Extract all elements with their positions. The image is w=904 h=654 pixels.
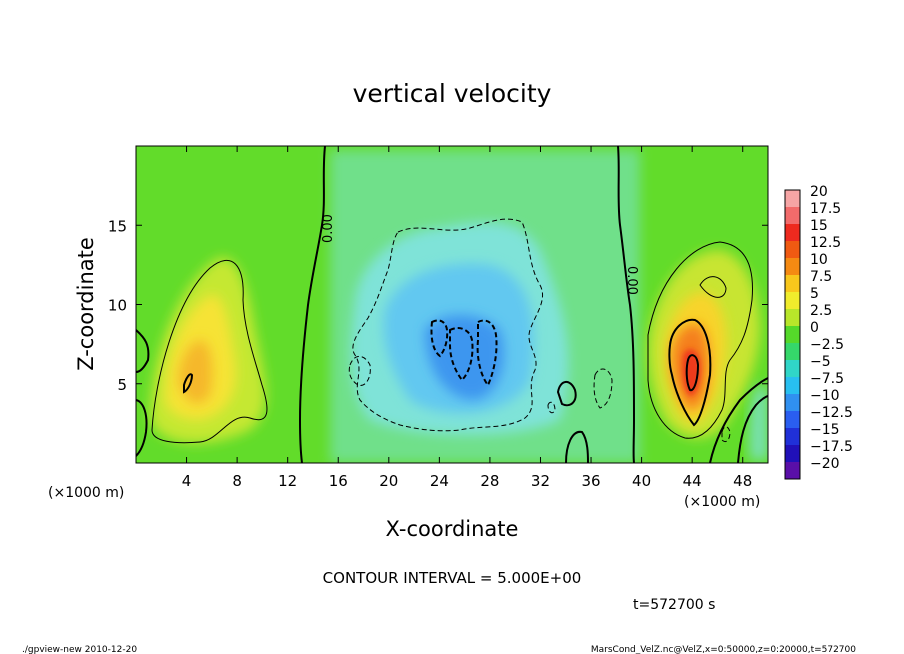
colorbar-label: 15 <box>810 218 828 234</box>
chart-title: vertical velocity <box>353 79 552 108</box>
x-tick-label: 8 <box>232 472 242 490</box>
colorbar-swatch <box>785 326 800 343</box>
x-tick-label: 4 <box>182 472 192 490</box>
contour-lines <box>136 146 768 463</box>
x-tick-label: 24 <box>430 472 449 490</box>
time-label: t=572700 s <box>633 597 715 613</box>
x-tick-label: 12 <box>278 472 297 490</box>
plot-area: 0.00 0.00 <box>136 146 768 463</box>
x-axis: 4 8 12 16 20 24 28 32 36 40 44 48 <box>182 146 752 490</box>
colorbar-label: 17.5 <box>810 201 841 217</box>
y-tick-label: 5 <box>117 376 127 394</box>
contour-interval: CONTOUR INTERVAL = 5.000E+00 <box>323 569 582 587</box>
colorbar-label: −12.5 <box>810 405 853 421</box>
contour-label-right: 0.00 <box>624 266 639 295</box>
colorbar-swatch <box>785 394 800 411</box>
colorbar-label: 20 <box>810 184 828 200</box>
colorbar-swatch <box>785 190 800 207</box>
colorbar: 2017.51512.5107.552.50−2.5−5−7.5−10−12.5… <box>784 184 853 480</box>
x-axis-title: X-coordinate <box>386 517 519 541</box>
colorbar-swatch <box>785 343 800 360</box>
y-axis-title: Z-coordinate <box>74 237 98 371</box>
colorbar-label: 2.5 <box>810 303 832 319</box>
downdraft-center <box>330 150 640 463</box>
colorbar-label: 12.5 <box>810 235 841 251</box>
x-unit-left: (×1000 m) <box>48 485 124 501</box>
y-tick-label: 10 <box>108 297 127 315</box>
x-unit-right: (×1000 m) <box>684 494 760 510</box>
footer-right: MarsCond_VelZ.nc@VelZ,x=0:50000,z=0:2000… <box>591 645 856 654</box>
colorbar-label: 7.5 <box>810 269 832 285</box>
colorbar-swatch <box>785 224 800 241</box>
colorbar-label: −2.5 <box>810 337 844 353</box>
colorbar-swatch <box>785 292 800 309</box>
footer-left: ./gpview-new 2010-12-20 <box>22 645 137 654</box>
contour-label-left: 0.00 <box>321 214 336 243</box>
colorbar-swatch <box>785 377 800 394</box>
x-tick-label: 28 <box>480 472 499 490</box>
x-tick-label: 48 <box>733 472 752 490</box>
x-tick-label: 36 <box>581 472 600 490</box>
colorbar-swatch <box>785 445 800 462</box>
colorbar-label: −7.5 <box>810 371 844 387</box>
colorbar-frame <box>784 189 801 480</box>
colorbar-swatch <box>785 258 800 275</box>
zero-contour-left <box>298 146 326 463</box>
colorbar-label: −15 <box>810 422 840 438</box>
colorbar-swatch <box>785 241 800 258</box>
x-tick-label: 40 <box>632 472 651 490</box>
colorbar-swatch <box>785 428 800 445</box>
colorbar-label: −10 <box>810 388 840 404</box>
updraft-left <box>150 257 266 444</box>
x-tick-label: 16 <box>329 472 348 490</box>
colorbar-swatch <box>785 411 800 428</box>
zero-contour-right <box>617 146 636 463</box>
colorbar-label: −5 <box>810 354 831 370</box>
colorbar-swatch <box>785 309 800 326</box>
colorbar-swatch <box>785 462 800 479</box>
colorbar-label: 0 <box>810 320 819 336</box>
colorbar-swatch <box>785 360 800 377</box>
x-tick-label: 20 <box>379 472 398 490</box>
x-tick-label: 44 <box>683 472 702 490</box>
colorbar-swatch <box>785 207 800 224</box>
y-axis: 5 10 15 <box>108 217 768 394</box>
colorbar-label: −17.5 <box>810 439 853 455</box>
colorbar-swatch <box>785 275 800 292</box>
colorbar-label: −20 <box>810 456 840 472</box>
y-tick-label: 15 <box>108 217 127 235</box>
colorbar-label: 5 <box>810 286 819 302</box>
x-tick-label: 32 <box>531 472 550 490</box>
colorbar-label: 10 <box>810 252 828 268</box>
